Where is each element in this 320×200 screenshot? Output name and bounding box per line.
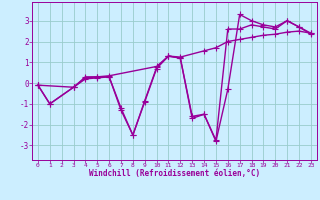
X-axis label: Windchill (Refroidissement éolien,°C): Windchill (Refroidissement éolien,°C) xyxy=(89,169,260,178)
